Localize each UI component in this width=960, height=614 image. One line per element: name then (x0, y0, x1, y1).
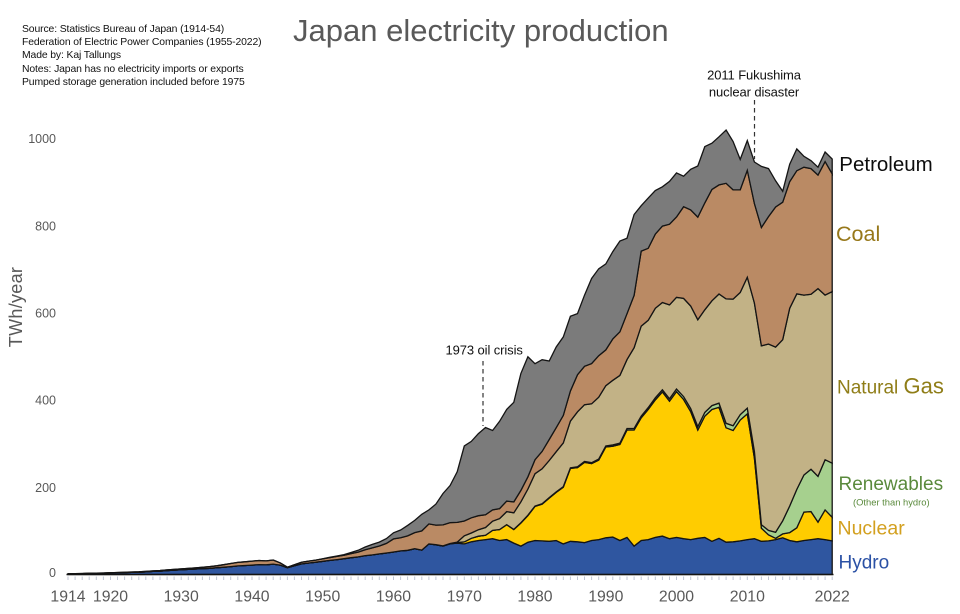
svg-text:Coal: Coal (836, 222, 880, 246)
svg-text:nuclear disaster: nuclear disaster (709, 85, 800, 100)
svg-text:Petroleum: Petroleum (839, 153, 932, 176)
svg-text:1970: 1970 (447, 589, 482, 606)
svg-text:1930: 1930 (164, 589, 199, 606)
svg-text:1920: 1920 (93, 589, 128, 606)
svg-text:Hydro: Hydro (839, 553, 890, 574)
svg-text:1973 oil crisis: 1973 oil crisis (446, 343, 524, 358)
svg-text:400: 400 (35, 394, 56, 408)
svg-text:1960: 1960 (376, 589, 411, 606)
svg-text:1000: 1000 (28, 132, 56, 146)
svg-text:Renewables: Renewables (839, 474, 944, 495)
svg-text:600: 600 (35, 307, 56, 321)
svg-text:1990: 1990 (588, 589, 623, 606)
svg-text:1950: 1950 (305, 589, 340, 606)
svg-text:2010: 2010 (730, 589, 765, 606)
svg-text:2000: 2000 (659, 589, 694, 606)
svg-text:2022: 2022 (815, 589, 850, 606)
svg-text:Nuclear: Nuclear (838, 517, 906, 539)
svg-text:200: 200 (35, 481, 56, 495)
svg-text:1940: 1940 (234, 589, 269, 606)
svg-text:800: 800 (35, 219, 56, 233)
svg-text:1914: 1914 (50, 589, 85, 606)
svg-text:TWh/year: TWh/year (6, 267, 26, 347)
svg-text:(Other than hydro): (Other than hydro) (853, 496, 930, 507)
svg-text:2011 Fukushima: 2011 Fukushima (707, 68, 802, 83)
svg-text:Natural Gas: Natural Gas (837, 374, 944, 399)
svg-text:1980: 1980 (517, 589, 552, 606)
svg-text:0: 0 (49, 566, 56, 580)
